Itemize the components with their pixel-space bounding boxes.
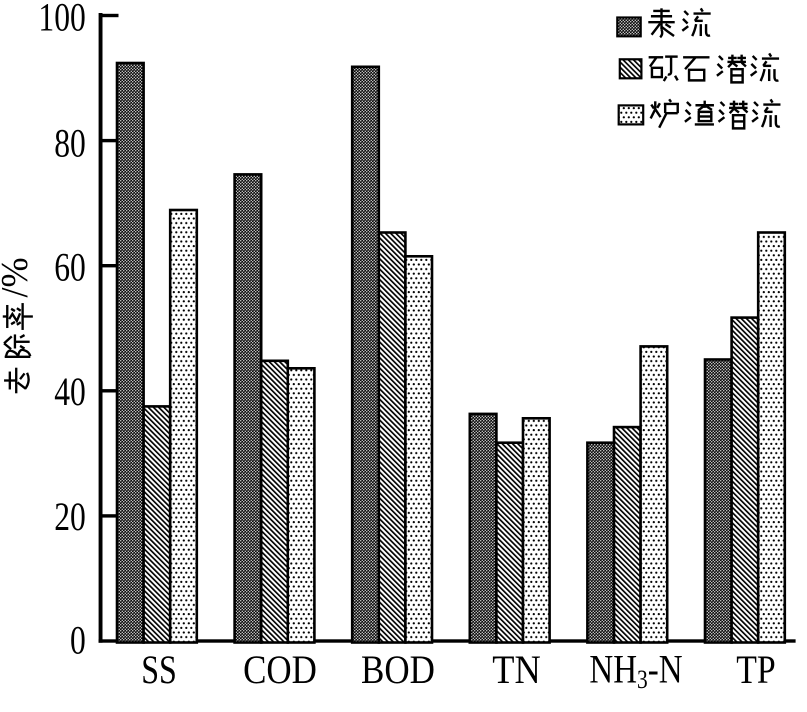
- svg-text:SS: SS: [141, 648, 177, 692]
- svg-text:COD: COD: [243, 649, 317, 693]
- svg-text:/%: /%: [0, 257, 36, 297]
- svg-text:60: 60: [54, 245, 86, 289]
- svg-text:20: 20: [54, 494, 86, 538]
- svg-text:80: 80: [54, 121, 86, 165]
- svg-text:TN: TN: [492, 649, 541, 693]
- svg-text:40: 40: [54, 370, 86, 414]
- svg-text:TP: TP: [736, 649, 775, 693]
- svg-text:BOD: BOD: [361, 649, 435, 693]
- svg-text:0: 0: [70, 618, 86, 662]
- svg-text:NH3-N: NH3-N: [589, 647, 682, 695]
- svg-text:100: 100: [38, 0, 85, 40]
